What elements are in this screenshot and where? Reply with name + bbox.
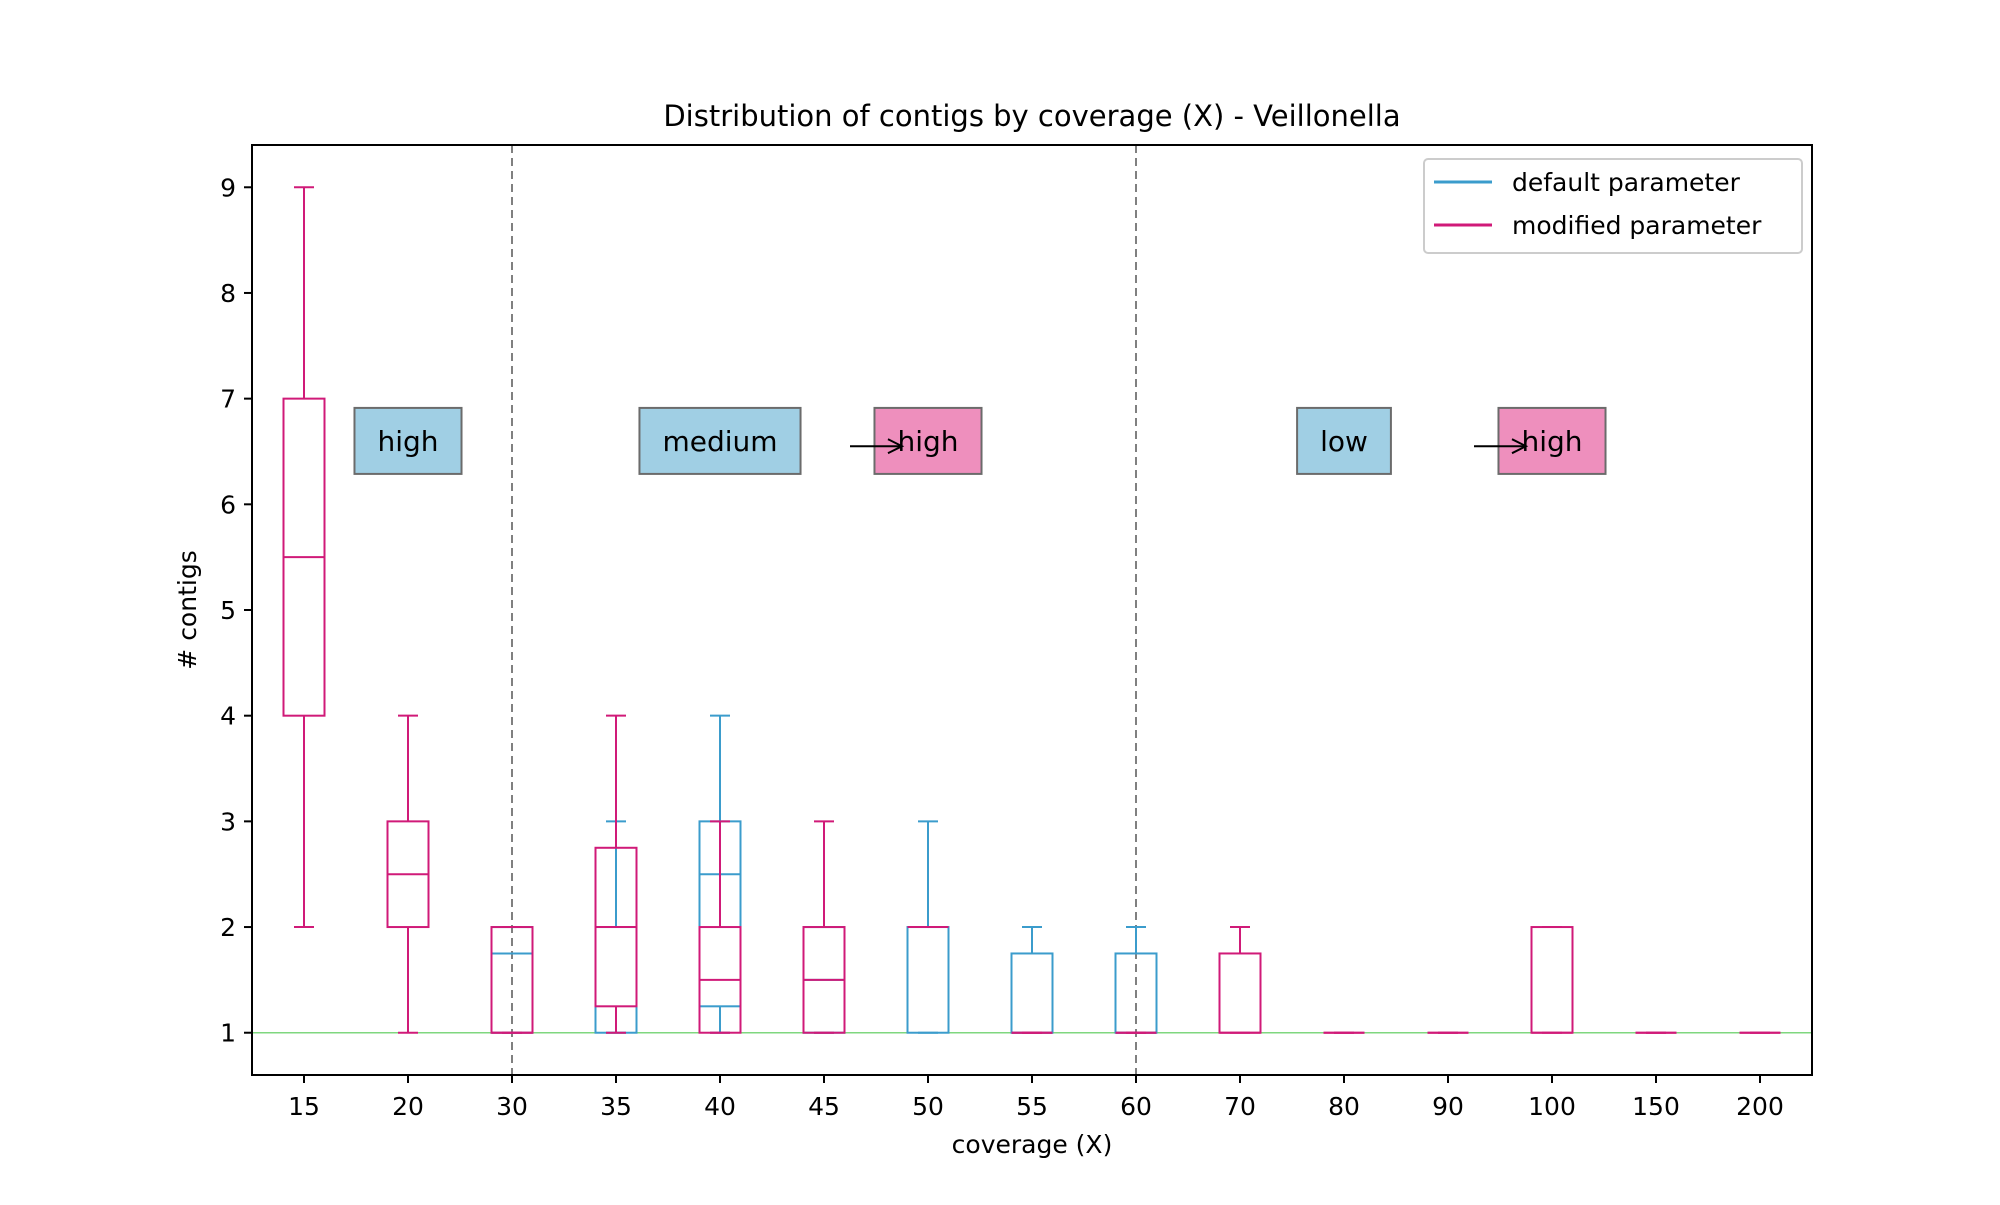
y-tick-label-4: 4 (220, 702, 236, 731)
legend-frame (1423, 158, 1803, 254)
annotation-label: high (1521, 425, 1582, 458)
box-45 (802, 820, 846, 1034)
x-tick-label-150: 150 (1632, 1092, 1680, 1121)
y-tick-label-5: 5 (220, 596, 236, 625)
x-tick-label-30: 30 (496, 1092, 528, 1121)
x-tick-label-70: 70 (1224, 1092, 1256, 1121)
x-axis-label: coverage (X) (952, 1130, 1113, 1159)
chart-title: Distribution of contigs by coverage (X) … (663, 99, 1400, 133)
annotation-label: medium (662, 425, 777, 458)
annotation-high-4: high (1497, 406, 1607, 475)
annotation-medium-1: medium (638, 406, 802, 475)
y-tick-label-9: 9 (220, 173, 236, 202)
y-tick-label-8: 8 (220, 279, 236, 308)
x-tick-label-100: 100 (1528, 1092, 1576, 1121)
x-tick-label-35: 35 (600, 1092, 632, 1121)
arrow-head (1511, 438, 1529, 455)
x-tick-label-200: 200 (1736, 1092, 1784, 1121)
legend-label-0: default parameter (1512, 168, 1741, 197)
series-modified (282, 186, 1781, 1034)
box-20 (386, 714, 430, 1034)
box-15 (282, 186, 326, 929)
legend: default parameter modified parameter (1423, 158, 1803, 254)
x-tick-label-55: 55 (1016, 1092, 1048, 1121)
box-40 (698, 820, 742, 1034)
annotation-box (638, 406, 802, 475)
arrow-head (887, 438, 905, 455)
annotation-high-0: high (353, 406, 463, 475)
y-tick-label-6: 6 (220, 490, 236, 519)
box-rect (1530, 926, 1574, 1034)
box-100 (1530, 926, 1574, 1034)
y-axis-label: # contigs (173, 550, 202, 669)
arrow-1 (1474, 438, 1529, 455)
annotation-box (1296, 406, 1392, 475)
x-axis: 15 20 30 35 40 45 50 55 60 70 80 90 100 150 200 (288, 1075, 1784, 1121)
annotation-box (353, 406, 463, 475)
y-tick-label-7: 7 (220, 385, 236, 414)
x-tick-label-80: 80 (1328, 1092, 1360, 1121)
annotation-label: high (377, 425, 438, 458)
y-tick-label-1: 1 (220, 1019, 236, 1048)
x-tick-label-20: 20 (392, 1092, 424, 1121)
y-axis: 1 2 3 4 5 6 7 8 9 (220, 173, 252, 1048)
box-rect (1218, 952, 1262, 1034)
annotation-low-3: low (1296, 406, 1392, 475)
box-rect (906, 926, 950, 1034)
legend-label-1: modified parameter (1512, 211, 1762, 240)
annotation-label: high (897, 425, 958, 458)
x-tick-label-45: 45 (808, 1092, 840, 1121)
box-rect (1010, 952, 1054, 1034)
x-tick-label-50: 50 (912, 1092, 944, 1121)
box-55 (1010, 926, 1054, 1034)
box-30 (490, 926, 534, 1034)
annotation-label: low (1320, 425, 1368, 458)
x-tick-label-40: 40 (704, 1092, 736, 1121)
y-tick-label-2: 2 (220, 913, 236, 942)
box-35 (594, 714, 638, 1034)
x-tick-label-90: 90 (1432, 1092, 1464, 1121)
x-tick-label-60: 60 (1120, 1092, 1152, 1121)
box-70 (1218, 926, 1262, 1034)
y-tick-label-3: 3 (220, 807, 236, 836)
arrow-0 (850, 438, 905, 455)
x-tick-label-15: 15 (288, 1092, 320, 1121)
